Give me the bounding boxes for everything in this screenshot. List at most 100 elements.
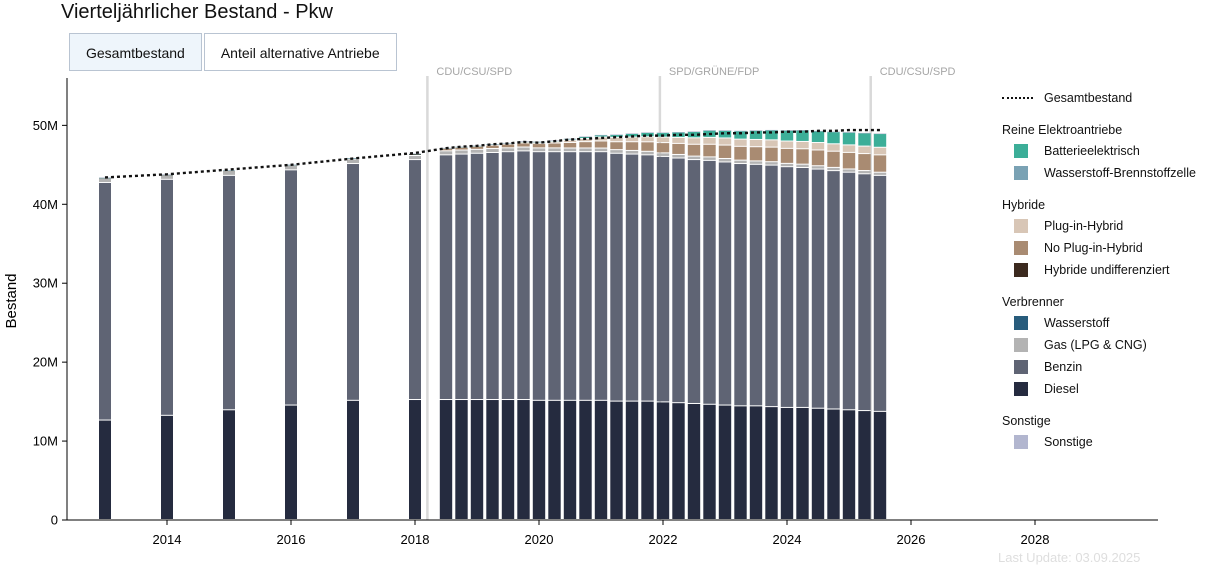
bar-segment-benzin[interactable] <box>858 174 871 411</box>
bar-segment-gas-lpg-cng-[interactable] <box>347 159 359 164</box>
bar-segment-batterieelektrisch[interactable] <box>672 132 685 137</box>
bar-segment-no-plug-in-hybrid[interactable] <box>873 155 887 172</box>
bar-segment-plug-in-hybrid[interactable] <box>765 140 778 147</box>
bar-segment-benzin[interactable] <box>470 153 484 400</box>
bar-segment-gas-lpg-cng-[interactable] <box>672 154 685 158</box>
legend-item-gesamtbestand[interactable]: Gesamtbestand <box>1002 87 1216 109</box>
bar-segment-plug-in-hybrid[interactable] <box>594 137 608 141</box>
bar-segment-benzin[interactable] <box>517 151 530 400</box>
bar-segment-benzin[interactable] <box>873 175 887 411</box>
bar-segment-sonstige[interactable] <box>703 130 716 131</box>
bar-segment-benzin[interactable] <box>749 164 763 406</box>
bar-segment-diesel[interactable] <box>827 409 840 520</box>
bar-segment-sonstige[interactable] <box>842 132 856 133</box>
bar-segment-batterieelektrisch[interactable] <box>579 136 592 139</box>
bar-segment-sonstige[interactable] <box>749 130 763 131</box>
bar-segment-gas-lpg-cng-[interactable] <box>161 175 173 179</box>
bar-segment-plug-in-hybrid[interactable] <box>811 143 825 150</box>
tab-anteil-alternative-antriebe[interactable]: Anteil alternative Antriebe <box>203 33 397 71</box>
total-line[interactable] <box>104 128 880 179</box>
bar-segment-diesel[interactable] <box>796 407 809 519</box>
bar-segment-no-plug-in-hybrid[interactable] <box>780 148 794 163</box>
bar-segment-no-plug-in-hybrid[interactable] <box>563 142 577 148</box>
bar-segment-sonstige[interactable] <box>532 141 546 143</box>
bar-segment-sonstige[interactable] <box>486 144 499 145</box>
bar-segment-no-plug-in-hybrid[interactable] <box>641 142 654 151</box>
bar-segment-diesel[interactable] <box>625 401 639 519</box>
bar-segment-benzin[interactable] <box>610 153 623 401</box>
bar-segment-batterieelektrisch[interactable] <box>765 130 778 140</box>
bar-segment-gas-lpg-cng-[interactable] <box>285 166 297 170</box>
bar-segment-sonstige[interactable] <box>223 170 235 171</box>
bar-segment-benzin[interactable] <box>223 175 235 410</box>
bar-segment-diesel[interactable] <box>486 400 499 519</box>
tab-gesamtbestand[interactable]: Gesamtbestand <box>69 33 202 71</box>
bar-segment-benzin[interactable] <box>285 170 297 405</box>
bar-segment-gas-lpg-cng-[interactable] <box>625 150 639 154</box>
bar-segment-sonstige[interactable] <box>641 132 654 133</box>
legend-item-plug-in-hybrid[interactable]: Plug-in-Hybrid <box>1002 215 1216 237</box>
bar-segment-diesel[interactable] <box>455 400 468 519</box>
bar-segment-sonstige[interactable] <box>873 133 887 135</box>
bar-segment-no-plug-in-hybrid[interactable] <box>827 151 840 167</box>
bar-segment-benzin[interactable] <box>532 152 546 400</box>
bar-segment-plug-in-hybrid[interactable] <box>641 137 654 142</box>
bar-segment-batterieelektrisch[interactable] <box>811 131 825 143</box>
bar-segment-benzin[interactable] <box>672 158 685 403</box>
bar-segment-diesel[interactable] <box>409 400 421 519</box>
bar-segment-benzin[interactable] <box>579 152 592 400</box>
bar-segment-batterieelektrisch[interactable] <box>796 130 809 141</box>
bar-segment-no-plug-in-hybrid[interactable] <box>625 142 639 150</box>
bar-segment-benzin[interactable] <box>501 152 515 400</box>
bar-segment-diesel[interactable] <box>99 420 111 519</box>
bar-segment-gas-lpg-cng-[interactable] <box>99 178 111 182</box>
bar-segment-sonstige[interactable] <box>563 138 577 140</box>
bar-segment-sonstige[interactable] <box>827 131 840 133</box>
bar-segment-benzin[interactable] <box>734 164 747 406</box>
bar-segment-batterieelektrisch[interactable] <box>749 130 763 139</box>
bar-segment-sonstige[interactable] <box>765 129 778 131</box>
bar-segment-benzin[interactable] <box>827 171 840 409</box>
bar-segment-benzin[interactable] <box>796 167 809 407</box>
bar-segment-benzin[interactable] <box>656 156 670 402</box>
bar-segment-diesel[interactable] <box>563 400 577 519</box>
bar-segment-gas-lpg-cng-[interactable] <box>641 151 654 155</box>
bar-segment-gas-lpg-cng-[interactable] <box>548 148 561 152</box>
bar-segment-plug-in-hybrid[interactable] <box>486 145 499 146</box>
bar-segment-sonstige[interactable] <box>625 133 639 135</box>
bar-segment-batterieelektrisch[interactable] <box>734 130 747 139</box>
bar-segment-gas-lpg-cng-[interactable] <box>687 156 701 160</box>
bar-segment-diesel[interactable] <box>811 408 825 519</box>
bar-segment-gas-lpg-cng-[interactable] <box>734 160 747 164</box>
bar-segment-diesel[interactable] <box>285 405 297 519</box>
bar-segment-no-plug-in-hybrid[interactable] <box>470 146 484 149</box>
bar-segment-sonstige[interactable] <box>99 177 111 179</box>
legend-item-batterieelektrisch[interactable]: Batterieelektrisch <box>1002 140 1216 162</box>
bar-segment-sonstige[interactable] <box>610 134 623 136</box>
bar-segment-diesel[interactable] <box>223 410 235 519</box>
bar-segment-benzin[interactable] <box>347 164 359 400</box>
bar-segment-plug-in-hybrid[interactable] <box>873 147 887 155</box>
bar-segment-benzin[interactable] <box>625 154 639 401</box>
bar-segment-diesel[interactable] <box>161 415 173 519</box>
bar-segment-benzin[interactable] <box>439 155 453 400</box>
bar-segment-diesel[interactable] <box>749 406 763 519</box>
bar-segment-gas-lpg-cng-[interactable] <box>579 148 592 152</box>
bar-segment-plug-in-hybrid[interactable] <box>842 145 856 152</box>
bar-segment-batterieelektrisch[interactable] <box>610 134 623 137</box>
bar-segment-plug-in-hybrid[interactable] <box>672 137 685 143</box>
bar-segment-plug-in-hybrid[interactable] <box>749 139 763 147</box>
bar-segment-plug-in-hybrid[interactable] <box>532 142 546 144</box>
bar-segment-plug-in-hybrid[interactable] <box>625 137 639 142</box>
bar-segment-gas-lpg-cng-[interactable] <box>409 155 421 160</box>
legend-item-hybride-undifferenziert[interactable]: Hybride undifferenziert <box>1002 259 1216 281</box>
bar-segment-diesel[interactable] <box>873 411 887 519</box>
bar-segment-gas-lpg-cng-[interactable] <box>858 171 871 174</box>
bar-segment-benzin[interactable] <box>548 152 561 400</box>
bar-segment-diesel[interactable] <box>517 400 530 519</box>
bar-segment-diesel[interactable] <box>687 403 701 519</box>
bar-segment-sonstige[interactable] <box>594 134 608 136</box>
bar-segment-benzin[interactable] <box>703 160 716 404</box>
bar-segment-batterieelektrisch[interactable] <box>842 132 856 145</box>
bar-segment-no-plug-in-hybrid[interactable] <box>672 143 685 154</box>
